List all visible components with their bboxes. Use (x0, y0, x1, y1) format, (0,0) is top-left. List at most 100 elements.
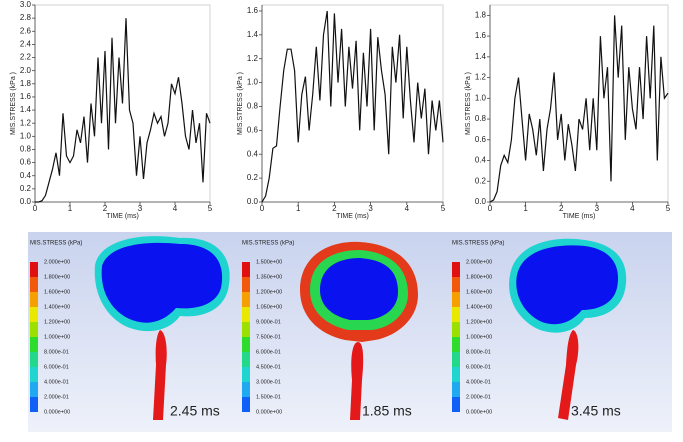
x-tick-label: 5 (666, 204, 671, 213)
x-axis-label: TIME (ms) (106, 213, 139, 220)
color-band (30, 397, 38, 412)
x-tick-label: 2 (559, 204, 564, 213)
level-label: 9.000e-01 (256, 319, 281, 325)
time-label: 1.85 ms (362, 403, 412, 419)
level-label: 2.000e-01 (44, 394, 69, 400)
color-band (30, 367, 38, 382)
y-tick-label: 0.2 (20, 184, 32, 193)
y-tick-label: 2.0 (20, 66, 32, 75)
model-2 (300, 241, 418, 420)
level-label: 0.000e+00 (466, 409, 492, 415)
color-band (242, 367, 250, 382)
y-tick-label: 1.4 (20, 105, 32, 114)
x-tick-label: 3 (138, 204, 143, 213)
y-tick-label: 0.6 (475, 135, 487, 144)
color-band (242, 262, 250, 277)
level-label: 1.200e+00 (466, 319, 492, 325)
level-label: 6.000e-01 (256, 349, 281, 355)
color-band (242, 292, 250, 307)
color-band (30, 352, 38, 367)
y-tick-label: 0.4 (475, 156, 487, 165)
y-tick-label: 2.4 (20, 40, 32, 49)
line-series (261, 10, 444, 203)
color-band (30, 277, 38, 292)
y-tick-label: 0.0 (247, 197, 259, 206)
color-band (30, 307, 38, 322)
legend-title: MIS.STRESS (kPa) (452, 241, 504, 247)
y-axis-label: MIS.STRESS (kPa ) (465, 72, 472, 135)
x-tick-label: 4 (630, 204, 635, 213)
level-label: 2.000e-01 (466, 394, 491, 400)
level-label: 7.500e-01 (256, 334, 281, 340)
time-label: 2.45 ms (170, 403, 220, 419)
y-tick-label: 0.8 (475, 114, 487, 123)
y-axis-label: MIS.STRESS (kPa ) (10, 72, 17, 135)
color-band (242, 322, 250, 337)
x-tick-label: 3 (595, 204, 600, 213)
level-label: 2.000e+00 (44, 259, 70, 265)
y-tick-label: 0.8 (247, 102, 259, 111)
color-band (452, 277, 460, 292)
y-tick-label: 0.2 (247, 173, 259, 182)
level-label: 4.000e-01 (466, 379, 491, 385)
x-tick-label: 0 (488, 204, 493, 213)
contour-legend: MIS.STRESS (kPa) 2.000e+00 1.800e+00 1.600e… (30, 241, 220, 419)
x-tick-label: 1 (68, 204, 73, 213)
line-series (35, 18, 211, 203)
y-tick-label: 1.8 (20, 79, 32, 88)
x-tick-label: 5 (208, 204, 213, 213)
level-label: 1.200e+00 (256, 289, 282, 295)
y-tick-label: 0.6 (247, 125, 259, 134)
color-band (242, 277, 250, 292)
y-tick-label: 1.8 (475, 10, 487, 19)
color-band (242, 382, 250, 397)
level-label: 0.000e+00 (256, 409, 282, 415)
level-label: 1.600e+00 (466, 289, 492, 295)
level-label: 1.200e+00 (44, 319, 70, 325)
color-band (242, 307, 250, 322)
color-band (452, 337, 460, 352)
level-label: 3.000e-01 (256, 379, 281, 385)
level-label: 1.800e+00 (44, 274, 70, 280)
color-band (242, 337, 250, 352)
y-axis-label: MIS.STRESS (kPa ) (237, 72, 244, 135)
level-label: 1.500e+00 (256, 259, 282, 265)
color-band (242, 352, 250, 367)
x-tick-label: 0 (33, 204, 38, 213)
x-axis-label: TIME (ms) (563, 213, 596, 220)
y-tick-label: 0.6 (20, 158, 32, 167)
x-tick-label: 0 (260, 204, 265, 213)
x-tick-label: 1 (523, 204, 528, 213)
level-label: 8.000e-01 (44, 349, 69, 355)
y-tick-label: 0.4 (247, 149, 259, 158)
color-band (452, 397, 460, 412)
color-band (30, 382, 38, 397)
x-tick-label: 5 (441, 204, 446, 213)
line-series (489, 15, 669, 203)
line-chart: 0.0 0.2 0.4 0.6 0.8 1.0 1.2 1.4 1.6 1.8 2.0 2.2 2.4 2… (10, 0, 213, 220)
level-label: 4.000e-01 (44, 379, 69, 385)
time-label: 3.45 ms (571, 403, 621, 419)
y-tick-label: 1.0 (475, 93, 487, 102)
legend-title: MIS.STRESS (kPa) (242, 241, 294, 247)
level-label: 1.050e+00 (256, 304, 282, 310)
y-tick-label: 1.0 (247, 78, 259, 87)
y-tick-label: 1.4 (247, 30, 259, 39)
y-tick-label: 2.2 (20, 53, 32, 62)
color-band (452, 262, 460, 277)
plot-frame (489, 4, 669, 203)
x-tick-label: 3 (368, 204, 373, 213)
color-band (30, 262, 38, 277)
y-tick-label: 0.4 (20, 171, 32, 180)
y-tick-label: 1.6 (247, 6, 259, 15)
y-tick-label: 3.0 (20, 0, 32, 9)
color-band (452, 382, 460, 397)
y-tick-label: 1.2 (247, 54, 259, 63)
y-tick-label: 1.0 (20, 131, 32, 140)
y-tick-label: 1.6 (20, 92, 32, 101)
color-band (30, 322, 38, 337)
level-label: 6.000e-01 (44, 364, 69, 370)
x-tick-label: 4 (405, 204, 410, 213)
